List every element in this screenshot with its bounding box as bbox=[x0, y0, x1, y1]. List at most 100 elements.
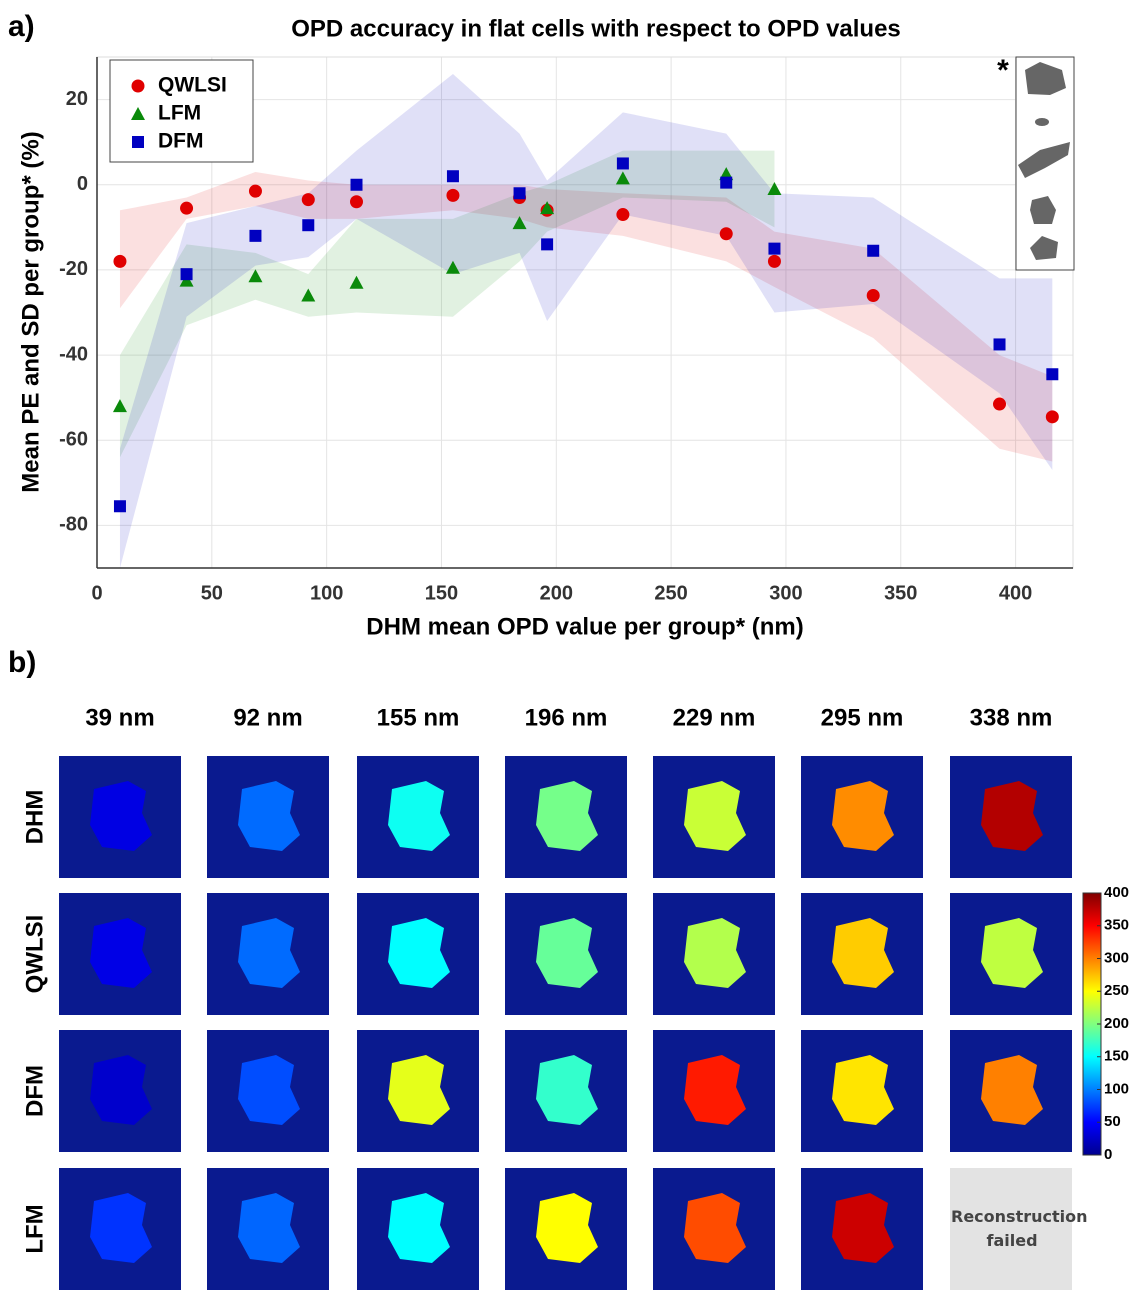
cell-blob bbox=[981, 1055, 1043, 1125]
cell-blob bbox=[238, 781, 300, 851]
point bbox=[767, 182, 782, 196]
row-label: DHM bbox=[21, 790, 48, 845]
cell-shape bbox=[1035, 118, 1049, 126]
cell-shape bbox=[1030, 236, 1058, 260]
row-label: DFM bbox=[21, 1065, 48, 1117]
cell-blob bbox=[536, 781, 598, 851]
point bbox=[993, 397, 1007, 411]
point bbox=[512, 216, 527, 230]
row-label: LFM bbox=[21, 1204, 48, 1253]
cell-blob bbox=[832, 918, 894, 988]
cell-shape bbox=[1025, 62, 1066, 95]
x-tick-label: 50 bbox=[201, 582, 223, 604]
cell-blob bbox=[981, 918, 1043, 988]
legend-marker bbox=[132, 136, 144, 148]
point bbox=[720, 176, 733, 189]
point bbox=[719, 227, 733, 241]
cell-shape bbox=[1018, 142, 1070, 178]
legend-marker bbox=[131, 107, 145, 120]
y-tick-label: -20 bbox=[59, 258, 88, 280]
point bbox=[349, 275, 364, 289]
colorbar-tick-label: 100 bbox=[1104, 1080, 1129, 1097]
point bbox=[541, 238, 554, 251]
cell-blob bbox=[238, 918, 300, 988]
column-header: 295 nm bbox=[821, 704, 904, 731]
colorbar-tick-label: 250 bbox=[1104, 982, 1129, 999]
colorbar-tick-label: 400 bbox=[1104, 884, 1129, 901]
point bbox=[446, 188, 460, 202]
point bbox=[248, 269, 263, 283]
point bbox=[993, 338, 1006, 351]
cell-blob bbox=[536, 918, 598, 988]
colorbar-tick-label: 300 bbox=[1104, 949, 1129, 966]
point bbox=[513, 187, 526, 200]
point bbox=[768, 242, 781, 255]
inset-label: * bbox=[997, 54, 1009, 87]
y-tick-label: 0 bbox=[77, 173, 88, 195]
point bbox=[1046, 368, 1059, 381]
x-tick-label: 200 bbox=[540, 582, 573, 604]
point bbox=[866, 288, 880, 302]
point bbox=[350, 178, 363, 191]
y-tick-label: -60 bbox=[59, 429, 88, 451]
point bbox=[248, 184, 262, 198]
point bbox=[616, 157, 629, 170]
legend-marker bbox=[131, 79, 145, 93]
x-tick-label: 150 bbox=[425, 582, 458, 604]
point bbox=[301, 193, 315, 207]
column-header: 338 nm bbox=[970, 704, 1053, 731]
cell-blob bbox=[388, 1055, 450, 1125]
column-header: 92 nm bbox=[233, 704, 302, 731]
legend-label: DFM bbox=[158, 130, 204, 153]
point bbox=[301, 288, 316, 302]
cell-blob bbox=[90, 1055, 152, 1125]
colorbar-tick-label: 50 bbox=[1104, 1113, 1121, 1130]
missing-cell bbox=[950, 1168, 1072, 1290]
y-tick-label: -80 bbox=[59, 514, 88, 536]
point bbox=[113, 500, 126, 513]
point bbox=[446, 170, 459, 183]
cell-blob bbox=[238, 1193, 300, 1263]
cell-blob bbox=[90, 918, 152, 988]
cell-blob bbox=[684, 1193, 746, 1263]
row-label: QWLSI bbox=[21, 915, 48, 994]
point bbox=[249, 229, 262, 242]
point bbox=[445, 260, 460, 274]
plot: 0 50 100 150 200 250 300 350 400 -80 -60 -40 -20 0 20 Q… bbox=[59, 56, 1074, 604]
point bbox=[867, 244, 880, 257]
x-tick-label: 300 bbox=[769, 582, 802, 604]
point bbox=[180, 201, 194, 215]
cell-blob bbox=[684, 918, 746, 988]
colorbar-tick-label: 150 bbox=[1104, 1048, 1129, 1065]
point bbox=[1045, 410, 1059, 424]
legend-label: LFM bbox=[158, 102, 201, 125]
cell-blob bbox=[90, 1193, 152, 1263]
point bbox=[302, 219, 315, 232]
cell-blob bbox=[832, 781, 894, 851]
y-tick-label: 20 bbox=[66, 88, 88, 110]
x-tick-label: 400 bbox=[999, 582, 1032, 604]
point bbox=[540, 201, 555, 215]
y-axis-label: Mean PE and SD per group* (%) bbox=[17, 131, 44, 492]
sd-band bbox=[119, 171, 1053, 462]
sd-band bbox=[119, 74, 1053, 569]
cell-blob bbox=[981, 781, 1043, 851]
x-tick-label: 100 bbox=[310, 582, 343, 604]
cell-blob bbox=[536, 1193, 598, 1263]
x-axis-label: DHM mean OPD value per group* (nm) bbox=[366, 613, 803, 640]
point bbox=[180, 268, 193, 281]
chart-title: OPD accuracy in flat cells with respect … bbox=[291, 15, 901, 42]
cell-blob bbox=[684, 781, 746, 851]
cell-blob bbox=[684, 1055, 746, 1125]
cell-blob bbox=[832, 1055, 894, 1125]
y-tick-label: -40 bbox=[59, 343, 88, 365]
colorbar-tick-label: 0 bbox=[1104, 1146, 1112, 1163]
cell-blob bbox=[536, 1055, 598, 1125]
cell-blob bbox=[832, 1193, 894, 1263]
point bbox=[112, 399, 127, 413]
point bbox=[350, 195, 364, 209]
missing-label: Reconstruction failed bbox=[951, 1207, 1088, 1250]
cell-blob bbox=[388, 781, 450, 851]
